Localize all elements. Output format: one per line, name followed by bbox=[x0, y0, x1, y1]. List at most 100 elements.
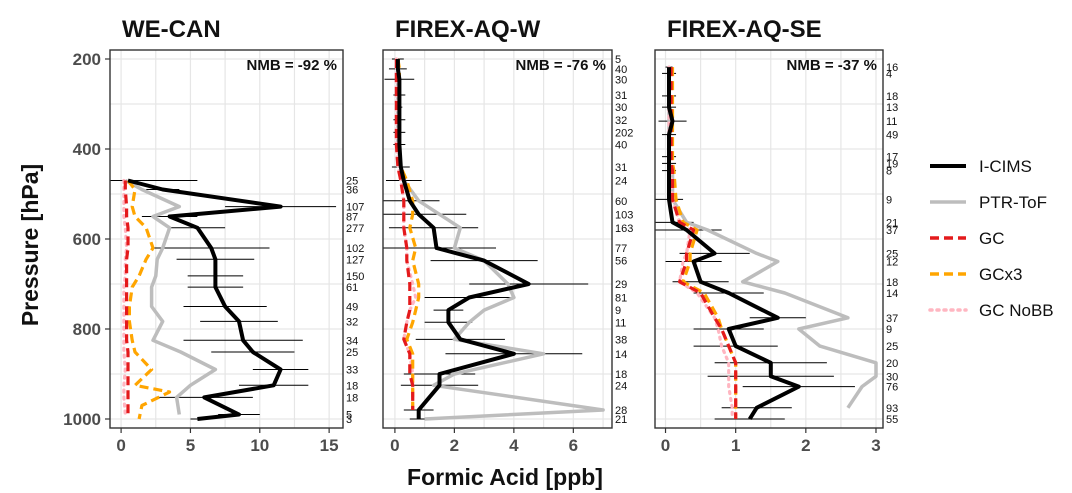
panel-frame bbox=[654, 49, 884, 429]
sample-count-label: 9 bbox=[615, 305, 621, 317]
sample-count-label: 76 bbox=[886, 382, 898, 394]
sample-count-label: 17 bbox=[886, 152, 898, 164]
sample-count-label: 93 bbox=[886, 403, 898, 415]
legend-item-gcnobb: GC NoBB bbox=[928, 301, 1054, 320]
sample-count-label: 9 bbox=[886, 194, 892, 206]
sample-count-label: 33 bbox=[346, 365, 358, 377]
sample-count-label: 150 bbox=[346, 271, 364, 283]
sample-count-label: 40 bbox=[615, 140, 627, 152]
sample-count-label: 37 bbox=[886, 313, 898, 325]
sample-count-label: 55 bbox=[886, 414, 898, 426]
sample-count-label: 19 bbox=[886, 158, 898, 170]
legend-label: GC NoBB bbox=[979, 301, 1054, 320]
series-line-gc bbox=[669, 67, 738, 419]
panel-title: FIREX-AQ-W bbox=[395, 16, 541, 43]
sample-count-label: 14 bbox=[615, 349, 627, 361]
sample-count-label: 32 bbox=[615, 115, 627, 127]
legend-label: I-CIMS bbox=[979, 157, 1032, 176]
legend-item-icims: I-CIMS bbox=[930, 157, 1032, 176]
y-tick-label: 1000 bbox=[63, 410, 101, 429]
sample-count-label: 24 bbox=[615, 176, 627, 188]
x-axis-title: Formic Acid [ppb] bbox=[407, 464, 603, 490]
y-tick-label: 400 bbox=[73, 140, 101, 159]
series-line-gcnobb bbox=[667, 65, 734, 421]
sample-count-label: 14 bbox=[886, 288, 898, 300]
series-line-gc bbox=[123, 180, 130, 415]
sample-count-label: 20 bbox=[886, 358, 898, 370]
sample-count-label: 61 bbox=[346, 282, 358, 294]
x-tick-label: 1 bbox=[731, 436, 740, 455]
sample-count-label: 277 bbox=[346, 223, 364, 235]
sample-count-label: 18 bbox=[346, 392, 358, 404]
sample-count-label: 18 bbox=[346, 380, 358, 392]
sample-count-label: 3 bbox=[346, 414, 352, 426]
sample-count-label: 56 bbox=[615, 256, 627, 268]
x-tick-label: 3 bbox=[871, 436, 880, 455]
sample-count-label: 77 bbox=[615, 243, 627, 255]
series-line-icims bbox=[667, 67, 801, 421]
series-line-gcnobb bbox=[122, 178, 129, 417]
series-line-gcx3 bbox=[126, 179, 172, 420]
sample-count-label: 25 bbox=[886, 248, 898, 260]
sample-count-label: 107 bbox=[346, 202, 364, 214]
sample-count-label: 38 bbox=[615, 334, 627, 346]
sample-count-label: 202 bbox=[615, 127, 633, 139]
sample-count-label: 25 bbox=[886, 341, 898, 353]
sample-count-label: 32 bbox=[346, 316, 358, 328]
sample-count-label: 18 bbox=[886, 91, 898, 103]
sample-count-label: 5 bbox=[615, 54, 621, 66]
x-tick-label: 0 bbox=[116, 436, 125, 455]
x-tick-label: 0 bbox=[390, 436, 399, 455]
x-tick-label: 4 bbox=[509, 436, 519, 455]
sample-count-label: 4 bbox=[886, 68, 892, 80]
sample-count-label: 11 bbox=[886, 116, 897, 128]
sample-count-label: 31 bbox=[615, 162, 627, 174]
sample-count-label: 28 bbox=[615, 405, 627, 417]
x-tick-label: 0 bbox=[661, 436, 670, 455]
x-tick-label: 10 bbox=[250, 436, 269, 455]
legend-item-gcx3: GCx3 bbox=[930, 265, 1022, 284]
sample-count-label: 163 bbox=[615, 223, 633, 235]
y-axis-title: Pressure [hPa] bbox=[17, 164, 43, 326]
sample-count-label: 11 bbox=[615, 317, 626, 329]
sample-count-label: 21 bbox=[615, 414, 627, 426]
sample-count-label: 31 bbox=[615, 90, 627, 102]
sample-count-label: 102 bbox=[346, 243, 364, 255]
x-tick-label: 5 bbox=[186, 436, 195, 455]
nmb-annotation: NMB = -92 % bbox=[247, 57, 337, 74]
sample-count-label: 29 bbox=[615, 279, 627, 291]
sample-count-label: 16 bbox=[886, 62, 898, 74]
gridlines bbox=[655, 50, 883, 428]
sample-count-label: 30 bbox=[615, 102, 627, 114]
sample-count-label: 21 bbox=[886, 217, 898, 229]
legend-item-gc: GC bbox=[930, 229, 1005, 248]
sample-count-label: 9 bbox=[886, 324, 892, 336]
y-tick-label: 800 bbox=[73, 320, 101, 339]
sample-count-label: 8 bbox=[886, 166, 892, 178]
sample-count-label: 81 bbox=[615, 293, 627, 305]
sample-count-label: 60 bbox=[615, 196, 627, 208]
panel-0: 0 5 10 15 200 400 600 800 1000 WE-CAN NMB = -92 % 2… bbox=[63, 16, 364, 455]
sample-count-label: 30 bbox=[615, 74, 627, 86]
y-tick-label: 200 bbox=[73, 50, 101, 69]
series-line-icims bbox=[127, 178, 283, 421]
sample-count-label: 24 bbox=[615, 380, 627, 392]
sample-count-label: 37 bbox=[886, 225, 898, 237]
sample-count-label: 34 bbox=[346, 335, 358, 347]
legend-label: PTR-ToF bbox=[979, 193, 1047, 212]
sample-count-label: 13 bbox=[886, 102, 898, 114]
sample-count-label: 30 bbox=[886, 371, 898, 383]
series-line-ptrtof bbox=[124, 178, 218, 415]
series-line-gc bbox=[394, 59, 415, 410]
y-tick-label: 600 bbox=[73, 230, 101, 249]
sample-count-label: 18 bbox=[615, 369, 627, 381]
panel-title: FIREX-AQ-SE bbox=[667, 16, 822, 43]
sample-count-label: 12 bbox=[886, 257, 898, 269]
x-tick-label: 15 bbox=[320, 436, 339, 455]
nmb-annotation: NMB = -37 % bbox=[787, 57, 877, 74]
sample-count-label: 18 bbox=[886, 277, 898, 289]
